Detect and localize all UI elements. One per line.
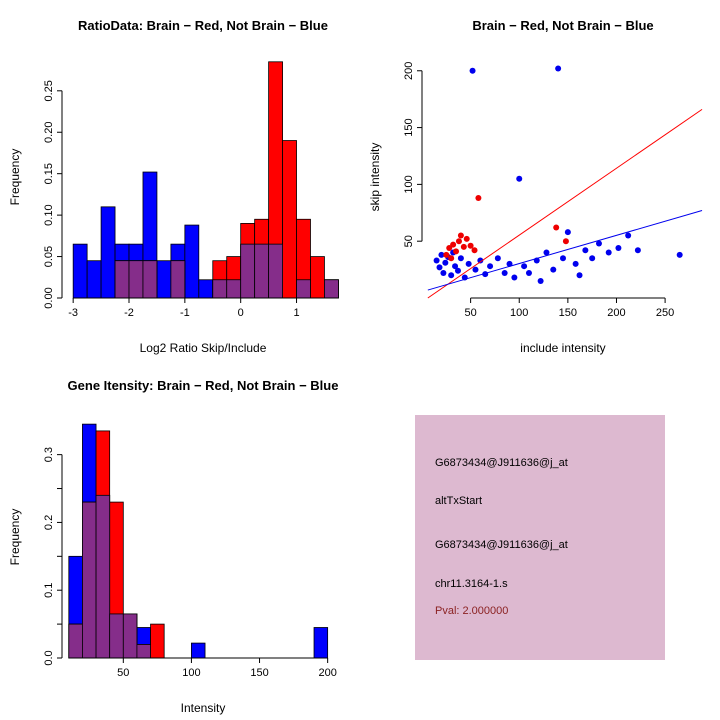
svg-text:100: 100 xyxy=(510,307,528,319)
svg-text:0.10: 0.10 xyxy=(43,204,55,225)
svg-text:50: 50 xyxy=(464,307,476,319)
svg-text:250: 250 xyxy=(656,307,674,319)
svg-text:0: 0 xyxy=(238,307,244,319)
svg-text:-1: -1 xyxy=(180,307,190,319)
svg-text:skip intensity: skip intensity xyxy=(368,143,382,212)
svg-text:0.00: 0.00 xyxy=(43,287,55,308)
svg-text:Gene Itensity: Brain − Red, No: Gene Itensity: Brain − Red, Not Brain − … xyxy=(68,378,339,393)
probe-id-line-2: G6873434@J911636@j_at xyxy=(435,539,568,551)
panel-gene-intensity-histogram: 50 100 150 200 0.0 0.1 0.2 0.3 Intensity Frequenc… xyxy=(0,360,360,720)
svg-text:200: 200 xyxy=(607,307,625,319)
svg-text:0.15: 0.15 xyxy=(43,163,55,184)
svg-text:200: 200 xyxy=(318,667,336,679)
svg-text:0.05: 0.05 xyxy=(43,246,55,267)
svg-text:0.3: 0.3 xyxy=(43,447,55,462)
histogram-log2-ratio-chart: -3 -2 -1 0 1 0.00 0.05 0.10 0.15 0.20 0.25 Log2 Rat… xyxy=(8,18,339,355)
svg-text:-2: -2 xyxy=(124,307,134,319)
svg-text:150: 150 xyxy=(403,118,415,136)
scatter-skip-vs-include-chart: 50 100 150 200 250 50 100 150 200 include intensi… xyxy=(368,18,703,355)
svg-text:Brain − Red, Not Brain − Blue: Brain − Red, Not Brain − Blue xyxy=(472,18,653,33)
svg-text:0.20: 0.20 xyxy=(43,122,55,143)
event-type-line: altTxStart xyxy=(435,495,483,507)
svg-text:-3: -3 xyxy=(68,307,78,319)
svg-text:0.25: 0.25 xyxy=(43,80,55,101)
svg-text:50: 50 xyxy=(117,667,129,679)
panel-ratio-histogram: -3 -2 -1 0 1 0.00 0.05 0.10 0.15 0.20 0.25 Log2 Rat… xyxy=(0,0,360,360)
svg-text:Intensity: Intensity xyxy=(181,701,226,715)
svg-text:100: 100 xyxy=(182,667,200,679)
gene-info-panel: G6873434@J911636@j_at altTxStart G687343… xyxy=(415,415,665,660)
svg-text:0.2: 0.2 xyxy=(43,515,55,530)
svg-text:Log2 Ratio Skip/Include: Log2 Ratio Skip/Include xyxy=(140,341,267,355)
histogram-gene-intensity-chart: 50 100 150 200 0.0 0.1 0.2 0.3 Intensity Frequenc… xyxy=(8,378,339,715)
svg-text:50: 50 xyxy=(403,235,415,247)
pval-line: Pval: 2.000000 xyxy=(435,605,509,617)
svg-text:100: 100 xyxy=(403,175,415,193)
svg-text:1: 1 xyxy=(293,307,299,319)
svg-text:0.1: 0.1 xyxy=(43,583,55,598)
svg-text:include intensity: include intensity xyxy=(520,341,605,355)
svg-text:200: 200 xyxy=(403,62,415,80)
svg-text:Frequency: Frequency xyxy=(8,509,22,566)
probe-id-line: G6873434@J911636@j_at xyxy=(435,457,568,469)
svg-text:RatioData: Brain − Red, Not Br: RatioData: Brain − Red, Not Brain − Blue xyxy=(78,18,328,33)
svg-text:150: 150 xyxy=(250,667,268,679)
svg-text:Frequency: Frequency xyxy=(8,149,22,206)
svg-text:150: 150 xyxy=(559,307,577,319)
panel-gene-info: G6873434@J911636@j_at altTxStart G687343… xyxy=(360,360,720,720)
panel-intensity-scatter: 50 100 150 200 250 50 100 150 200 include intensi… xyxy=(360,0,720,360)
svg-text:0.0: 0.0 xyxy=(43,650,55,665)
chromosome-line: chr11.3164-1.s xyxy=(435,578,508,590)
